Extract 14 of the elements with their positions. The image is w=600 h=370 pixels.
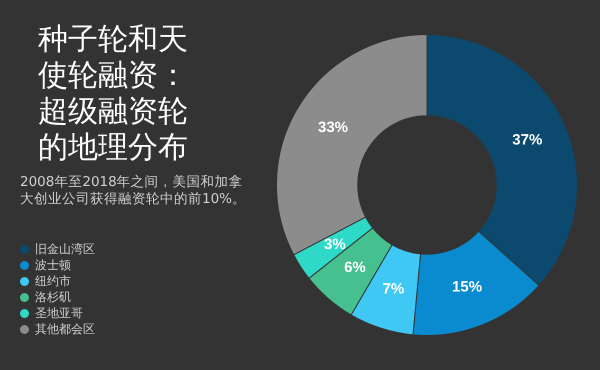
legend-label: 纽约市 <box>35 273 71 289</box>
text: 种子轮和天使轮融资：超级融资轮的地理分布 <box>38 22 189 166</box>
legend-label: 旧金山湾区 <box>35 241 95 257</box>
data-label: 7% <box>382 280 404 298</box>
legend-label: 洛杉矶 <box>35 289 71 305</box>
legend-label: 圣地亚哥 <box>35 305 83 321</box>
data-label: 37% <box>512 131 542 148</box>
legend-label: 波士顿 <box>35 257 71 273</box>
data-label: 3% <box>324 236 346 253</box>
data-label: 33% <box>318 119 348 136</box>
legend-label: 其他都会区 <box>35 321 95 337</box>
text: 2008年至2018年之间，美国和加拿大创业公司获得融资轮中的前10%。 <box>20 174 248 208</box>
data-label: 6% <box>344 259 366 276</box>
data-label: 15% <box>452 278 482 296</box>
